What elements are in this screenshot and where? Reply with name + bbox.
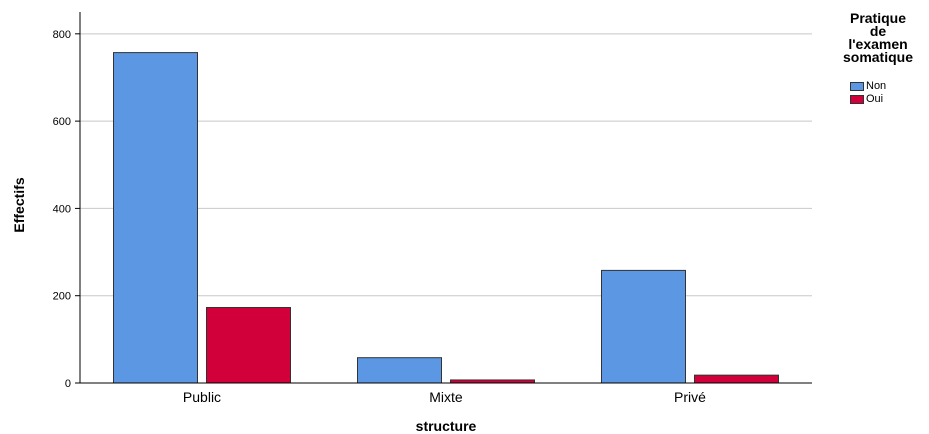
- bar-non-2: [601, 269, 686, 384]
- legend-item-oui: Oui: [850, 93, 883, 105]
- y-axis-title: Effectifs: [11, 177, 27, 232]
- bars: [113, 52, 779, 384]
- legend-title-line: Pratique: [849, 10, 906, 26]
- legend-title-line: somatique: [842, 49, 913, 65]
- y-tick-labels: 0 200 400 600 800: [53, 29, 80, 390]
- y-tick-label: 800: [53, 29, 71, 41]
- legend-swatch-oui: [850, 94, 864, 104]
- x-tick-label: Privé: [674, 389, 706, 405]
- bar-non-1: [357, 357, 442, 384]
- legend-title-line: l'examen: [848, 36, 908, 52]
- legend-label-non: Non: [866, 80, 887, 92]
- x-tick-label: Public: [183, 389, 221, 405]
- y-tick-label: 0: [65, 378, 71, 390]
- bar-oui-0: [206, 306, 291, 384]
- x-tick-label: Mixte: [429, 389, 463, 405]
- bar-oui-2: [694, 374, 779, 384]
- legend-title: Pratique de l'examen somatique: [828, 10, 928, 65]
- y-tick-label: 400: [53, 203, 71, 215]
- y-tick-label: 600: [53, 116, 71, 128]
- y-tick-label: 200: [53, 291, 71, 303]
- legend-label-oui: Oui: [866, 93, 884, 105]
- legend: Pratique de l'examen somatique Non Oui: [828, 10, 928, 105]
- legend-title-line: de: [869, 23, 887, 39]
- gridlines: [80, 33, 812, 297]
- x-tick-labels: Public Mixte Privé: [183, 389, 706, 405]
- x-axis-title: structure: [416, 418, 477, 434]
- legend-item-non: Non: [850, 80, 886, 92]
- legend-swatch-non: [850, 81, 864, 91]
- bar-non-0: [113, 52, 198, 384]
